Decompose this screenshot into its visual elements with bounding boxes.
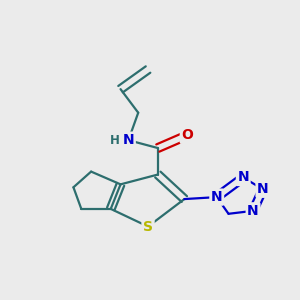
Text: N: N	[257, 182, 269, 196]
Text: O: O	[182, 128, 193, 142]
Text: H: H	[110, 134, 120, 147]
Text: N: N	[237, 170, 249, 184]
Text: N: N	[123, 133, 134, 147]
Text: N: N	[247, 204, 259, 218]
Text: N: N	[211, 190, 223, 204]
Text: S: S	[143, 220, 153, 234]
